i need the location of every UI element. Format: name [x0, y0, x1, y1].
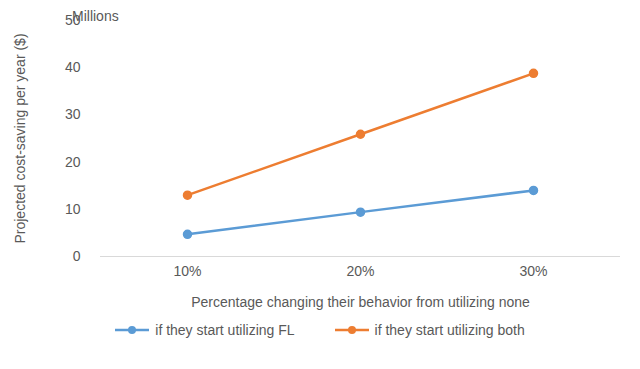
svg-text:40: 40 [65, 59, 81, 75]
html-text:if they start utilizing FL: if they start utilizing FL [155, 322, 295, 338]
html-text:if they start utilizing both: if they start utilizing both [374, 322, 525, 338]
svg-text:10: 10 [65, 201, 81, 217]
svg-text:Projected cost-saving per year: Projected cost-saving per year ($) [12, 33, 28, 243]
svg-text:0: 0 [73, 248, 81, 264]
svg-text:10%: 10% [173, 263, 201, 279]
svg-text:20%: 20% [346, 263, 374, 279]
svg-text:20: 20 [65, 154, 81, 170]
svg-text:Percentage changing their beha: Percentage changing their behavior from … [191, 294, 530, 310]
svg-text:30: 30 [65, 106, 81, 122]
svg-text:30%: 30% [519, 263, 547, 279]
html-text:Millions: Millions [72, 8, 119, 24]
